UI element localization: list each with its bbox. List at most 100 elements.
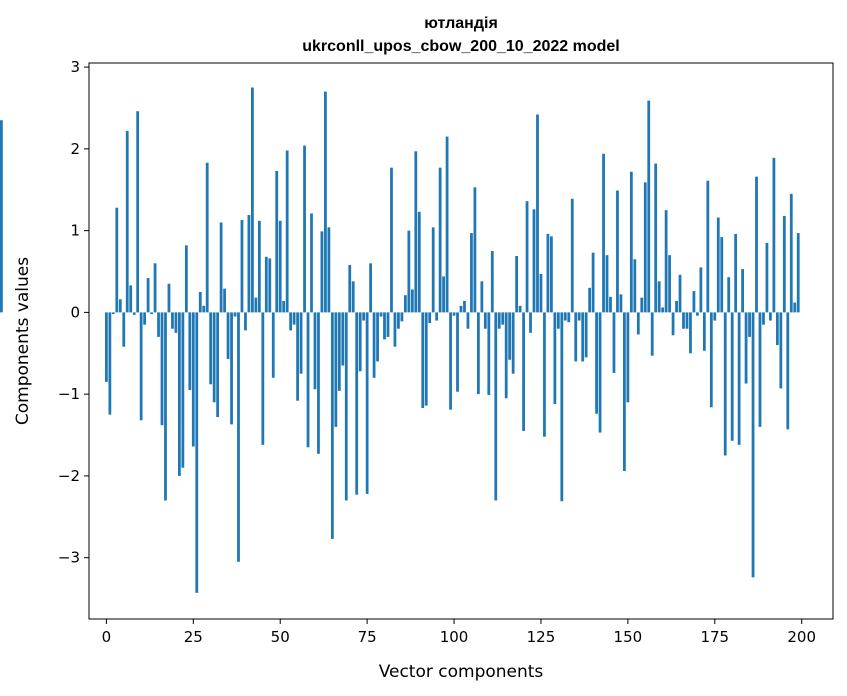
bar-6 <box>125 130 129 313</box>
bar-41 <box>247 215 251 313</box>
bar-28 <box>202 305 206 313</box>
bar-133 <box>567 312 571 323</box>
bar-186 <box>751 312 755 578</box>
bar-14 <box>153 263 157 313</box>
bar-194 <box>779 312 783 389</box>
bar-19 <box>171 312 174 329</box>
bar-193 <box>775 312 779 346</box>
bar-141 <box>595 312 598 414</box>
bar-61 <box>317 312 320 454</box>
x-tick-label: 100 <box>440 628 469 646</box>
bar-177 <box>720 237 724 313</box>
x-tick-label: 200 <box>787 628 816 646</box>
y-tick-label: 1 <box>70 222 80 240</box>
bar-55 <box>296 312 299 401</box>
bar-9 <box>136 111 140 313</box>
bar-58 <box>306 312 310 448</box>
bar-0 <box>104 312 108 382</box>
bar-12 <box>146 278 150 313</box>
bar-185 <box>748 312 751 337</box>
bar-136 <box>577 312 581 321</box>
bar-86 <box>403 295 407 313</box>
bar-48 <box>271 312 275 378</box>
bar-160 <box>661 307 665 313</box>
bar-1 <box>108 312 112 415</box>
bar-25 <box>191 312 195 447</box>
bar-191 <box>769 312 772 321</box>
bar-138 <box>584 312 588 358</box>
bar-21 <box>178 312 181 476</box>
bar-101 <box>456 312 459 392</box>
bar-115 <box>504 312 508 399</box>
bar-195 <box>782 215 786 313</box>
x-tick-label: 0 <box>102 628 112 646</box>
bar-68 <box>341 312 345 366</box>
chart-title: ютландія <box>424 15 498 32</box>
y-tick-label: 2 <box>70 140 80 158</box>
bar-92 <box>424 312 428 406</box>
bar-15 <box>157 312 160 337</box>
bar-169 <box>692 291 696 313</box>
x-tick-label: 125 <box>527 628 556 646</box>
bar-77 <box>372 312 376 378</box>
bar-172 <box>702 312 706 351</box>
bar-98 <box>445 136 449 313</box>
bar-199 <box>796 233 800 313</box>
bar-171 <box>699 267 703 313</box>
bar-82 <box>390 167 393 313</box>
bar-36 <box>230 312 233 425</box>
bar-72 <box>355 312 359 495</box>
bar-4 <box>118 299 122 313</box>
bar-23 <box>184 245 188 313</box>
bar-70 <box>348 264 352 313</box>
bar-69 <box>344 312 348 501</box>
bar-110 <box>487 312 491 395</box>
bar-39 <box>240 219 244 313</box>
bar-20 <box>174 312 178 333</box>
bar-95 <box>435 312 439 321</box>
bar-44 <box>257 220 261 313</box>
bar-128 <box>550 236 553 313</box>
bar-37 <box>233 312 237 317</box>
plot-frame <box>88 62 834 620</box>
bar-56 <box>299 312 303 374</box>
y-axis-ticks: −3 −2 −1 0 1 2 3 <box>58 58 89 567</box>
bar-140 <box>591 252 595 313</box>
bar-54 <box>292 312 296 325</box>
bar-102 <box>459 305 463 313</box>
bar-132 <box>563 312 567 321</box>
bar-106 <box>473 187 477 313</box>
bar-78 <box>376 312 379 362</box>
bar-173 <box>706 180 710 313</box>
bar-17 <box>164 312 167 501</box>
bar-87 <box>407 230 411 313</box>
bar-145 <box>609 296 612 313</box>
bar-181 <box>734 233 738 313</box>
bar-105 <box>470 233 473 313</box>
bar-81 <box>386 312 390 337</box>
bar-164 <box>675 300 678 313</box>
bar-170 <box>696 312 699 316</box>
bars-group <box>0 87 800 593</box>
bar-53 <box>289 312 293 331</box>
bar-93 <box>428 312 432 324</box>
bar-64 <box>327 227 331 313</box>
bar-30 <box>209 312 213 385</box>
bar-31 <box>212 312 216 403</box>
bar-155 <box>643 182 647 313</box>
bar-88 <box>410 289 414 313</box>
bar-147 <box>616 190 619 313</box>
bar-174 <box>709 312 713 408</box>
bar-40 <box>244 312 247 331</box>
bar-97 <box>442 276 446 313</box>
bar-60 <box>313 312 317 390</box>
bar-13 <box>150 312 153 315</box>
y-tick-label: −2 <box>58 467 80 485</box>
bar-50 <box>278 220 282 313</box>
x-tick-label: 150 <box>614 628 643 646</box>
bar-122 <box>529 312 532 333</box>
bar-142 <box>598 312 602 433</box>
bar-178 <box>723 312 727 456</box>
bar-22 <box>181 312 185 468</box>
